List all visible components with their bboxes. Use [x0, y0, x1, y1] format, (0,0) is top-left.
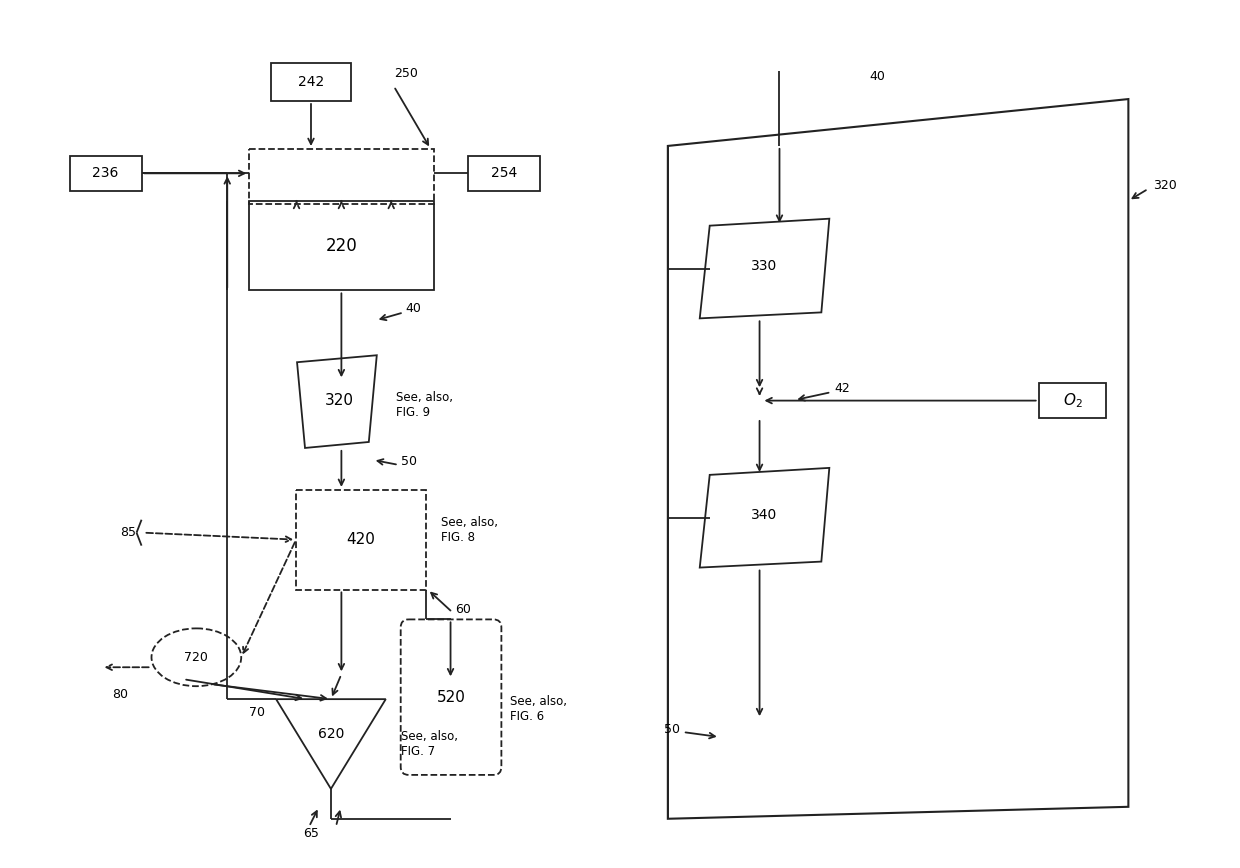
Text: 65: 65: [303, 827, 319, 840]
Text: 70: 70: [249, 706, 265, 719]
Bar: [249, 149, 434, 204]
Bar: [69, 156, 141, 191]
Text: 242: 242: [298, 76, 324, 89]
Text: $O_2$: $O_2$: [1063, 391, 1083, 410]
Text: 236: 236: [93, 167, 119, 181]
Bar: [249, 201, 434, 291]
Bar: [469, 156, 541, 191]
Text: 330: 330: [751, 259, 777, 273]
Text: See, also,
FIG. 8: See, also, FIG. 8: [440, 516, 497, 543]
Text: 720: 720: [185, 651, 208, 664]
Text: 254: 254: [491, 167, 517, 181]
Text: 620: 620: [317, 727, 345, 741]
Text: See, also,
FIG. 7: See, also, FIG. 7: [401, 730, 458, 758]
Text: 220: 220: [326, 237, 357, 254]
Text: 40: 40: [869, 69, 885, 82]
Text: 80: 80: [112, 687, 128, 700]
Text: 520: 520: [436, 690, 465, 705]
Text: 320: 320: [1153, 180, 1177, 193]
Text: 50: 50: [663, 722, 680, 735]
Text: 50: 50: [401, 456, 417, 469]
Text: See, also,
FIG. 6: See, also, FIG. 6: [511, 695, 568, 723]
Text: 40: 40: [405, 302, 422, 315]
Text: 250: 250: [394, 67, 418, 80]
Text: 420: 420: [346, 532, 376, 547]
Bar: [296, 490, 425, 589]
Text: 85: 85: [120, 526, 136, 539]
Text: See, also,
FIG. 9: See, also, FIG. 9: [396, 391, 453, 419]
Text: 340: 340: [751, 508, 777, 522]
Bar: [1039, 383, 1106, 418]
Text: 60: 60: [455, 603, 471, 616]
Text: 320: 320: [325, 392, 353, 408]
Bar: [272, 63, 351, 101]
Text: 42: 42: [835, 382, 851, 395]
